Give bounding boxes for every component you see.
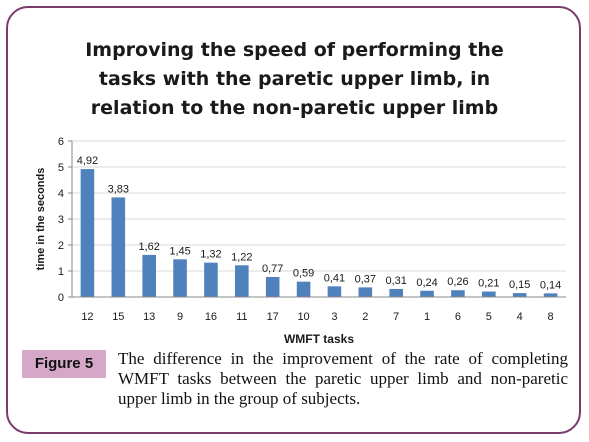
x-tick-label: 1 <box>424 311 430 323</box>
data-label: 0,77 <box>262 263 283 275</box>
data-label: 0,26 <box>447 276 468 288</box>
data-label: 4,92 <box>77 155 98 167</box>
x-tick-label: 7 <box>393 311 399 323</box>
y-tick-label: 3 <box>58 214 64 226</box>
x-tick-label: 6 <box>455 311 461 323</box>
bar <box>512 293 527 297</box>
y-tick-label: 2 <box>58 240 64 252</box>
data-label: 0,31 <box>385 275 406 287</box>
bar <box>173 259 187 297</box>
bar <box>389 288 403 297</box>
x-tick-label: 11 <box>236 311 247 323</box>
bars <box>80 169 558 297</box>
bar <box>420 290 434 297</box>
y-tick-label: 4 <box>58 188 64 200</box>
bar <box>296 281 311 297</box>
data-label: 1,62 <box>138 241 159 253</box>
bar <box>204 262 218 297</box>
bar <box>451 290 465 297</box>
bar <box>327 286 342 297</box>
bar <box>482 291 496 297</box>
x-tick-label: 12 <box>81 311 93 323</box>
data-label: 1,32 <box>200 249 221 261</box>
data-label: 0,14 <box>540 279 561 291</box>
data-label: 0,15 <box>509 279 530 291</box>
x-axis-title: WMFT tasks <box>284 332 354 346</box>
figure-label: Figure 5 <box>22 350 106 378</box>
x-tick-label: 10 <box>297 311 309 323</box>
bar <box>543 293 558 297</box>
data-label: 1,45 <box>169 245 190 257</box>
data-label: 0,59 <box>293 268 314 280</box>
data-label: 0,21 <box>478 278 499 290</box>
y-tick-label: 1 <box>58 266 64 278</box>
x-tick-label: 9 <box>177 311 183 323</box>
caption-text: The difference in the improvement of the… <box>118 349 568 408</box>
bar-chart: time in the seconds WMFT tasks 01234564,… <box>35 136 566 346</box>
data-label: 0,41 <box>324 272 345 284</box>
x-tick-label: 3 <box>331 311 337 323</box>
bar <box>235 265 249 297</box>
y-axis-title: time in the seconds <box>35 168 47 271</box>
x-tick-label: 17 <box>267 311 279 323</box>
chart-title-line: tasks with the paretic upper limb, in <box>98 68 491 90</box>
bar <box>80 169 95 297</box>
bar <box>265 276 280 297</box>
y-tick-label: 0 <box>58 292 64 304</box>
x-tick-label: 16 <box>205 311 217 323</box>
x-tick-label: 13 <box>143 311 155 323</box>
x-tick-label: 2 <box>362 311 368 323</box>
x-tick-label: 8 <box>548 311 554 323</box>
bar <box>358 287 373 297</box>
chart-title: Improving the speed of performing the ta… <box>0 36 589 123</box>
x-tick-label: 4 <box>517 311 523 323</box>
y-tick-label: 5 <box>58 162 64 174</box>
bar <box>111 197 126 297</box>
chart-title-line: Improving the speed of performing the <box>85 39 504 61</box>
data-label: 1,22 <box>231 251 252 263</box>
data-label: 0,24 <box>416 277 437 289</box>
gridlines <box>72 140 566 272</box>
axes <box>68 140 566 298</box>
x-tick-label: 5 <box>486 311 492 323</box>
x-tick-label: 15 <box>112 311 124 323</box>
labels: 01234564,92123,83151,62131,4591,32161,22… <box>58 136 561 323</box>
bar <box>142 254 156 297</box>
y-tick-label: 6 <box>58 136 64 148</box>
chart-title-line: relation to the non-paretic upper limb <box>90 97 499 119</box>
data-label: 0,37 <box>355 273 376 285</box>
chart-area: Improving the speed of performing the ta… <box>0 36 589 346</box>
data-label: 3,83 <box>108 183 129 195</box>
